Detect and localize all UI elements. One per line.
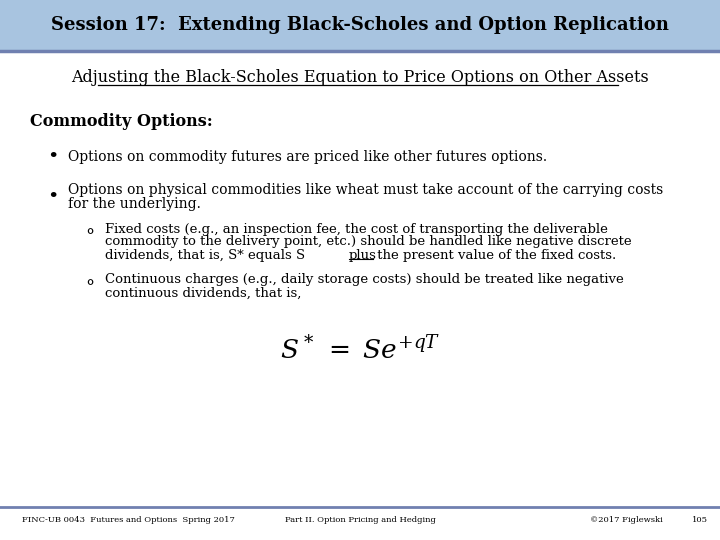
Text: commodity to the delivery point, etc.) should be handled like negative discrete: commodity to the delivery point, etc.) s…	[105, 235, 631, 248]
Text: °: °	[86, 279, 94, 297]
Text: Fixed costs (e.g., an inspection fee, the cost of transporting the deliverable: Fixed costs (e.g., an inspection fee, th…	[105, 222, 608, 235]
Text: for the underlying.: for the underlying.	[68, 197, 201, 211]
Text: •: •	[48, 148, 59, 166]
Text: Commodity Options:: Commodity Options:	[30, 113, 212, 131]
Text: Part II. Option Pricing and Hedging: Part II. Option Pricing and Hedging	[284, 516, 436, 524]
Text: 105: 105	[692, 516, 708, 524]
Text: dividends, that is, S* equals S: dividends, that is, S* equals S	[105, 248, 310, 261]
Text: •: •	[48, 188, 59, 206]
Text: $S^* \;=\; Se^{+qT}$: $S^* \;=\; Se^{+qT}$	[280, 336, 440, 364]
Text: plus: plus	[349, 248, 377, 261]
Text: Session 17:  Extending Black-Scholes and Option Replication: Session 17: Extending Black-Scholes and …	[51, 16, 669, 34]
Text: the present value of the fixed costs.: the present value of the fixed costs.	[373, 248, 616, 261]
FancyBboxPatch shape	[0, 0, 720, 50]
Text: °: °	[86, 228, 94, 246]
Text: FINC-UB 0043  Futures and Options  Spring 2017: FINC-UB 0043 Futures and Options Spring …	[22, 516, 235, 524]
Text: Adjusting the Black-Scholes Equation to Price Options on Other Assets: Adjusting the Black-Scholes Equation to …	[71, 70, 649, 86]
Text: Continuous charges (e.g., daily storage costs) should be treated like negative: Continuous charges (e.g., daily storage …	[105, 273, 624, 287]
Text: ©2017 Figlewski: ©2017 Figlewski	[590, 516, 662, 524]
Text: Options on physical commodities like wheat must take account of the carrying cos: Options on physical commodities like whe…	[68, 183, 663, 197]
Text: Options on commodity futures are priced like other futures options.: Options on commodity futures are priced …	[68, 150, 547, 164]
Text: continuous dividends, that is,: continuous dividends, that is,	[105, 287, 302, 300]
